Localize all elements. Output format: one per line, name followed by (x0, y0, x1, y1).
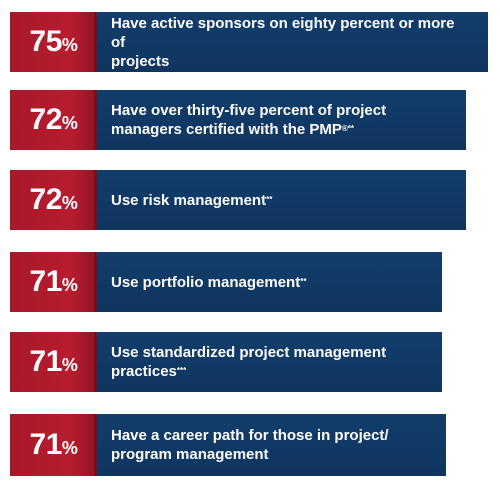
statement-text: Use portfolio management** (111, 273, 307, 291)
statement-box: Use portfolio management** (97, 252, 442, 312)
stat-bar-1: 75% Have active sponsors on eighty perce… (10, 6, 488, 72)
statement-box: Use risk management** (97, 170, 466, 230)
stat-bar-3: 72% Use risk management** (10, 164, 466, 230)
percent-box: 75% (10, 12, 98, 72)
statement-box: Have active sponsors on eighty percent o… (97, 12, 488, 72)
percent-value: 71% (29, 265, 78, 298)
statement-text: Have over thirty-five percent of project… (111, 102, 387, 138)
percent-value: 75% (29, 25, 78, 58)
percent-box: 71% (10, 252, 98, 312)
statement-text: Use standardized project management pract… (111, 344, 387, 380)
statement-box: Use standardized project management pract… (97, 332, 442, 392)
percent-box: 71% (10, 414, 98, 476)
percent-value: 71% (29, 345, 78, 378)
percent-box: 72% (10, 90, 98, 150)
percent-value: 72% (29, 183, 78, 216)
statement-box: Have a career path for those in project/… (97, 414, 446, 476)
statement-text: Use risk management** (111, 191, 273, 209)
percent-box: 72% (10, 170, 98, 230)
statement-box: Have over thirty-five percent of project… (97, 90, 466, 150)
stat-bar-2: 72% Have over thirty-five percent of pro… (10, 84, 466, 150)
statement-text: Have a career path for those in project/… (111, 427, 389, 463)
percent-value: 72% (29, 103, 78, 136)
stat-bar-4: 71% Use portfolio management** (10, 246, 442, 312)
stat-bar-6: 71% Have a career path for those in proj… (10, 408, 446, 476)
statement-text: Have active sponsors on eighty percent o… (111, 14, 455, 70)
percent-box: 71% (10, 332, 98, 392)
percent-value: 71% (29, 428, 78, 461)
stat-bar-5: 71% Use standardized project management p… (10, 326, 442, 392)
